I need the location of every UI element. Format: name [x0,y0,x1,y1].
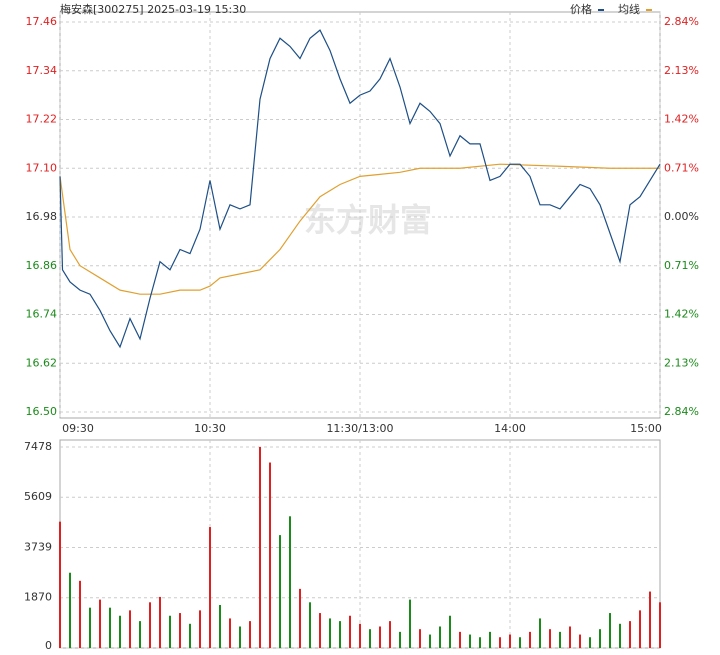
volume-bar [619,623,621,648]
volume-bar [99,599,101,648]
volume-bar [139,621,141,648]
y2-tick-label: 2.13% [664,64,699,77]
x-tick-label: 15:00 [630,422,662,435]
y2-tick-label: 1.42% [664,113,699,126]
chart-title: 梅安森[300275] 2025-03-19 15:30 [60,2,246,16]
y-tick-label: 17.10 [26,161,58,174]
volume-bar [269,462,271,648]
x-tick-label: 14:00 [494,422,526,435]
volume-bar [309,602,311,648]
y-tick-label: 5609 [24,490,52,503]
y2-tick-label: 1.42% [664,308,699,321]
y-tick-label: 16.62 [26,356,58,369]
volume-bar [349,615,351,648]
volume-bar [229,618,231,648]
y2-tick-label: 2.84% [664,405,699,418]
legend-label: 价格 [570,2,592,16]
line-series [59,29,661,349]
volume-bar [389,621,391,648]
y-tick-label: 16.50 [26,405,58,418]
volume-bar [219,604,221,648]
volume-bar [289,516,291,648]
volume-bar [159,596,161,648]
y-tick-label: 7478 [24,440,52,453]
volume-bar [479,637,481,648]
volume-bar [559,631,561,648]
volume-bar [89,607,91,648]
volume-bar [239,626,241,648]
volume-bar [129,610,131,648]
y2-tick-label: 0.71% [664,259,699,272]
volume-bar [319,613,321,648]
volume-bar [449,615,451,648]
volume-bar [499,637,501,648]
volume-bar [69,572,71,648]
volume-bar [59,521,61,648]
volume-bar [369,629,371,648]
volume-bar [299,588,301,648]
y-tick-label: 17.46 [26,15,58,28]
volume-bar [529,631,531,648]
volume-bar [629,621,631,648]
volume-bar [339,621,341,648]
x-tick-label: 11:30/13:00 [326,422,393,435]
x-tick-label: 10:30 [194,422,226,435]
legend-label: 均线 [618,2,640,16]
watermark: 东方财富 [304,201,432,239]
volume-bar [359,623,361,648]
volume-bar [209,527,211,648]
volume-bar [659,602,661,648]
volume-bar [79,580,81,648]
volume-bar [149,602,151,648]
y-tick-label: 16.74 [26,308,58,321]
y2-tick-label: 0.71% [664,161,699,174]
volume-bar [589,637,591,648]
volume-bar [179,613,181,648]
volume-bar [509,634,511,648]
volume-bar [649,591,651,648]
volume-bar [639,610,641,648]
volume-bar [199,610,201,648]
volume-bar [539,618,541,648]
y-tick-label: 16.86 [26,259,58,272]
y-tick-label: 16.98 [26,210,58,223]
volume-bar [409,599,411,648]
y2-tick-label: 0.00% [664,210,699,223]
y2-tick-label: 2.84% [664,15,699,28]
y-tick-label: 3739 [24,541,52,554]
volume-bar [259,447,261,648]
volume-bar [469,634,471,648]
volume-bar [549,629,551,648]
volume-bar [399,631,401,648]
y2-tick-label: 2.13% [664,356,699,369]
volume-bar [599,629,601,648]
volume-bar [519,637,521,648]
volume-bar [439,626,441,648]
volume-bar [569,626,571,648]
volume-bar [459,631,461,648]
volume-bar [189,623,191,648]
y-tick-label: 17.34 [26,64,58,77]
volume-bar [169,615,171,648]
x-tick-label: 09:30 [62,422,94,435]
volume-bar [279,535,281,648]
volume-bar [429,634,431,648]
volume-bar [419,629,421,648]
volume-bar [119,615,121,648]
y-tick-label: 1870 [24,591,52,604]
y-tick-label: 0 [45,639,52,652]
volume-bar [609,613,611,648]
volume-bar [579,634,581,648]
line-series [59,163,660,295]
y-tick-label: 17.22 [26,113,58,126]
volume-bar [379,626,381,648]
volume-bar [109,607,111,648]
volume-bar [329,618,331,648]
volume-bar [489,631,491,648]
volume-bar [249,621,251,648]
